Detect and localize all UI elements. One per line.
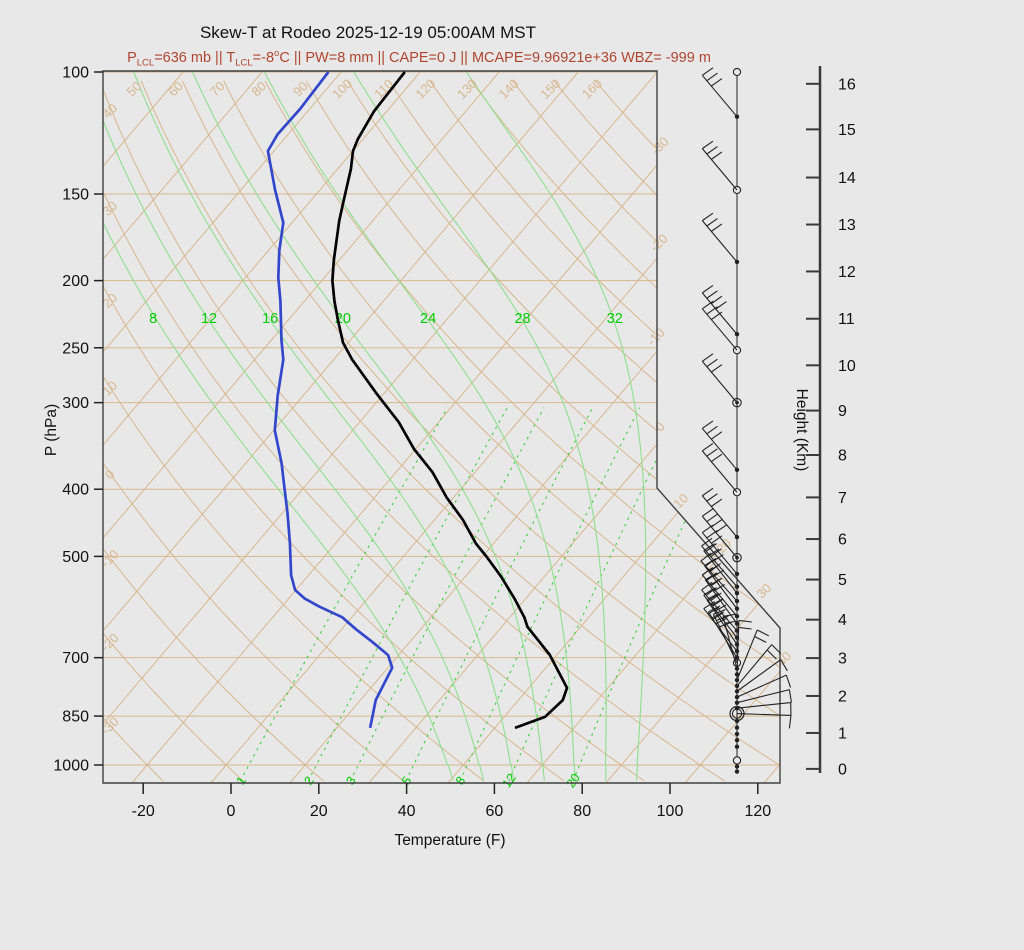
svg-text:-10: -10 [98,547,122,571]
svg-text:32: 32 [607,311,623,327]
pressure-axis: 100 150 200 250 300 400 500 700 850 1000 [53,65,103,775]
plot-frame [102,70,781,784]
page-title: Skew-T at Rodeo 2025-12-19 05:00AM MST [199,23,537,42]
svg-text:30: 30 [753,580,774,601]
svg-text:2: 2 [301,774,316,788]
temperature-curve [331,71,569,730]
subtitle-segment: =-8 [252,49,275,66]
svg-text:28: 28 [514,311,530,327]
svg-text:850: 850 [62,709,89,726]
svg-text:8: 8 [453,774,468,788]
svg-text:400: 400 [62,482,89,499]
wind-barbs [700,67,792,774]
svg-text:0: 0 [838,761,847,778]
subtitle-segment: C || PW=8 mm || CAPE=0 J || MCAPE=9.9692… [279,49,711,66]
green-line-labels: 8 12 16 20 24 28 321 2 3 5 8 12 20 [149,311,623,790]
svg-text:60: 60 [486,803,504,820]
svg-text:7: 7 [838,490,847,507]
svg-text:130: 130 [454,76,480,102]
svg-text:13: 13 [838,217,856,234]
svg-text:11: 11 [838,311,855,328]
svg-text:10: 10 [670,490,691,511]
svg-text:20: 20 [564,771,583,790]
svg-text:90: 90 [290,78,311,99]
svg-text:2: 2 [838,688,847,705]
svg-text:12: 12 [838,264,856,281]
svg-text:10: 10 [838,358,856,375]
svg-text:6: 6 [838,532,847,549]
subtitle-segment: =636 mb || T [154,49,236,66]
svg-text:20: 20 [310,803,328,820]
svg-text:700: 700 [62,650,89,667]
svg-text:-10: -10 [644,325,668,349]
svg-text:4: 4 [838,612,847,629]
svg-text:100: 100 [62,65,89,82]
subtitle-segment: LCL [235,57,253,69]
svg-text:160: 160 [579,76,605,102]
svg-text:40: 40 [398,803,416,820]
svg-text:12: 12 [201,311,217,327]
svg-text:80: 80 [573,803,591,820]
svg-text:1: 1 [233,774,248,788]
svg-text:3: 3 [343,774,358,788]
subtitle-segment: LCL [136,57,155,69]
dry-adiabat-lines [103,80,780,782]
svg-text:200: 200 [62,273,89,290]
svg-text:1: 1 [838,725,847,742]
svg-text:5: 5 [838,572,847,589]
dewpoint-curve [266,71,394,729]
svg-text:140: 140 [496,76,522,102]
svg-text:15: 15 [838,122,856,139]
subtitle-segment: P [127,49,137,66]
svg-text:150: 150 [537,76,563,102]
subtitle-segment: o [274,48,280,59]
svg-text:80: 80 [248,78,269,99]
svg-text:8: 8 [149,311,157,327]
svg-text:100: 100 [657,803,684,820]
svg-text:250: 250 [62,340,89,357]
svg-text:3: 3 [838,651,847,668]
svg-text:16: 16 [262,311,278,327]
svg-text:150: 150 [62,187,89,204]
svg-text:1000: 1000 [53,758,89,775]
svg-text:12: 12 [499,771,518,790]
svg-text:20: 20 [713,535,734,556]
svg-text:120: 120 [412,76,438,102]
svg-text:300: 300 [62,395,89,412]
svg-text:24: 24 [420,311,436,327]
svg-text:100: 100 [329,76,355,102]
subtitle-parameters: PLCL=636 mb || TLCL=-8oC || PW=8 mm || C… [127,48,711,69]
svg-text:0: 0 [227,803,236,820]
svg-text:120: 120 [744,803,771,820]
svg-text:16: 16 [838,76,856,93]
svg-text:8: 8 [838,447,847,464]
svg-text:14: 14 [838,170,856,187]
temperature-axis: -20 0 20 40 60 80 100 120 [132,783,771,820]
svg-text:500: 500 [62,549,89,566]
svg-text:-30: -30 [648,134,672,158]
svg-text:9: 9 [838,403,847,420]
svg-text:0: 0 [652,419,668,435]
svg-text:-20: -20 [132,803,155,820]
moist-adiabat-lines [103,71,647,782]
isotherm-lines [103,71,780,783]
temperature-axis-title: Temperature (F) [394,832,506,849]
